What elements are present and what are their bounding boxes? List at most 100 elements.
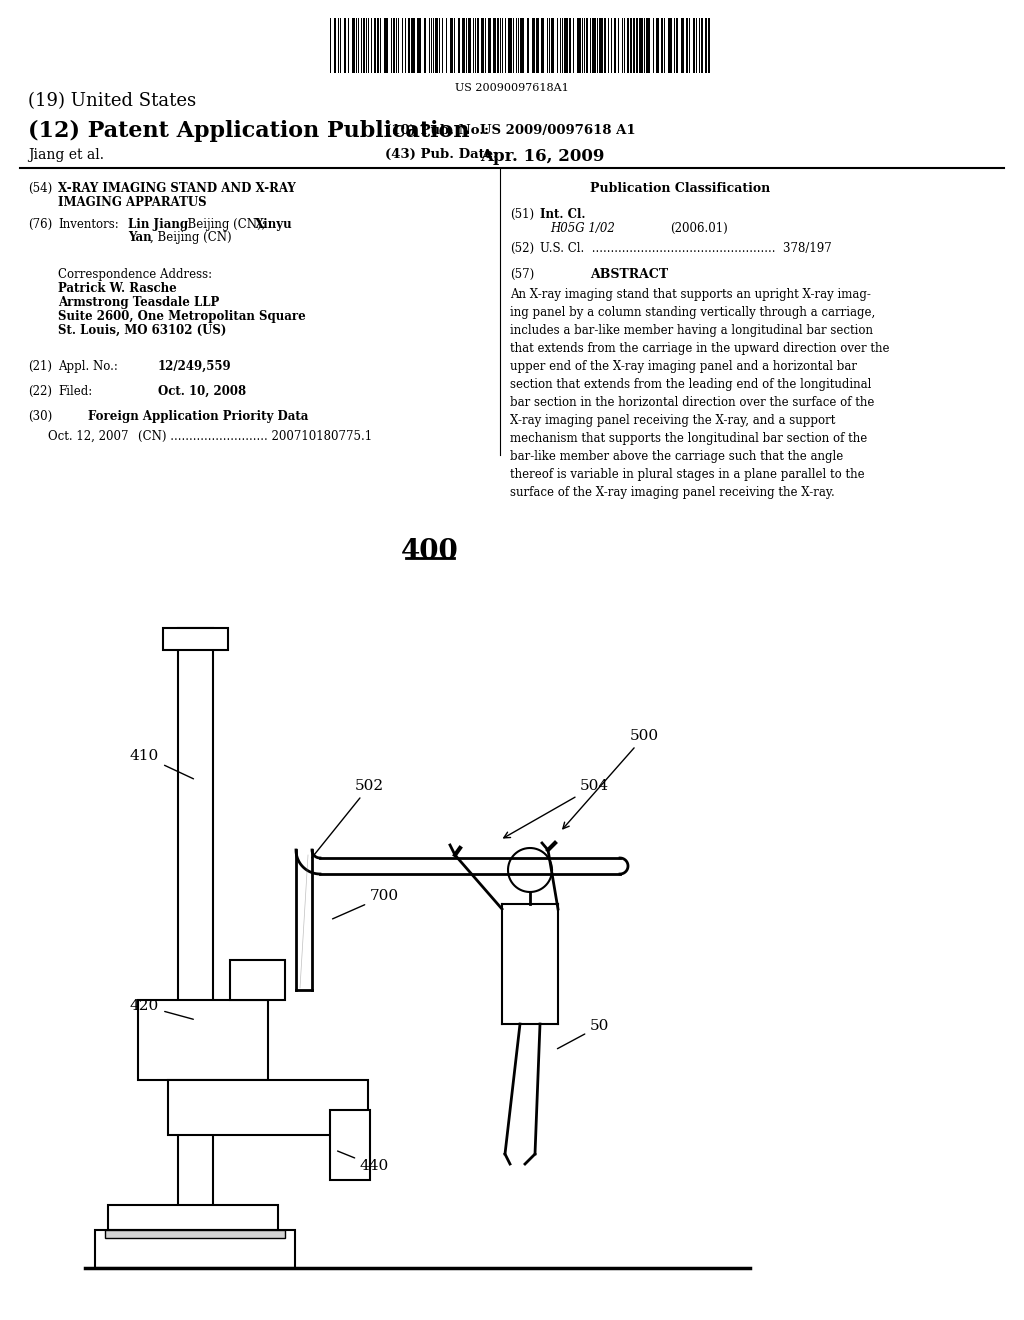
Text: 12/249,559: 12/249,559 [158, 360, 231, 374]
Bar [334, 18, 336, 73]
Bar [95, 1230, 295, 1269]
Bar [686, 18, 688, 73]
Text: 504: 504 [504, 779, 609, 838]
Text: Patrick W. Rasche: Patrick W. Rasche [58, 282, 177, 294]
Bar [450, 18, 453, 73]
Bar [330, 1110, 370, 1180]
Bar [352, 18, 355, 73]
Bar [481, 18, 484, 73]
Bar [508, 18, 512, 73]
Bar [468, 18, 471, 73]
Bar [163, 628, 228, 649]
Bar [362, 18, 365, 73]
Text: , Beijing (CN);: , Beijing (CN); [180, 218, 269, 231]
Bar [693, 18, 695, 73]
Text: US 20090097618A1: US 20090097618A1 [455, 83, 569, 92]
Bar [662, 18, 663, 73]
Text: (76): (76) [28, 218, 52, 231]
Text: (30): (30) [28, 411, 52, 422]
Bar [477, 18, 479, 73]
Text: 440: 440 [338, 1151, 389, 1173]
Text: Oct. 10, 2008: Oct. 10, 2008 [158, 385, 246, 399]
Text: 500: 500 [563, 729, 659, 829]
Text: (54): (54) [28, 182, 52, 195]
Bar [105, 1230, 285, 1238]
Text: 420: 420 [130, 999, 194, 1019]
Bar [668, 18, 672, 73]
Text: (57): (57) [510, 268, 535, 281]
Bar [532, 18, 535, 73]
Text: Oct. 12, 2007: Oct. 12, 2007 [48, 430, 128, 444]
Text: Inventors:: Inventors: [58, 218, 119, 231]
Text: 410: 410 [130, 748, 194, 779]
Bar [377, 18, 379, 73]
Bar [424, 18, 426, 73]
Text: (19) United States: (19) United States [28, 92, 197, 110]
Text: Suite 2600, One Metropolitan Square: Suite 2600, One Metropolitan Square [58, 310, 306, 323]
Bar [599, 18, 603, 73]
Bar [681, 18, 684, 73]
Text: U.S. Cl.  .................................................  378/197: U.S. Cl. ...............................… [540, 242, 831, 255]
Text: (10) Pub. No.:: (10) Pub. No.: [385, 124, 489, 137]
Bar [551, 18, 554, 73]
Text: , Beijing (CN): , Beijing (CN) [150, 231, 231, 244]
Bar [497, 18, 499, 73]
Bar [374, 18, 376, 73]
Text: St. Louis, MO 63102 (US): St. Louis, MO 63102 (US) [58, 323, 226, 337]
Bar [536, 18, 539, 73]
Text: An X-ray imaging stand that supports an upright X-ray imag-
ing panel by a colum: An X-ray imaging stand that supports an … [510, 288, 890, 499]
Bar [230, 960, 285, 1001]
Text: Correspondence Address:: Correspondence Address: [58, 268, 212, 281]
Bar [417, 18, 421, 73]
Text: (2006.01): (2006.01) [670, 222, 728, 235]
Bar [138, 1001, 268, 1080]
Text: Armstrong Teasdale LLP: Armstrong Teasdale LLP [58, 296, 219, 309]
Bar [178, 628, 213, 1210]
Bar [168, 1080, 368, 1135]
Text: 50: 50 [557, 1019, 609, 1048]
Bar [586, 18, 588, 73]
Text: Publication Classification: Publication Classification [590, 182, 770, 195]
Bar [527, 18, 529, 73]
Bar [569, 18, 571, 73]
Bar [493, 18, 496, 73]
Text: Foreign Application Priority Data: Foreign Application Priority Data [88, 411, 308, 422]
Text: Filed:: Filed: [58, 385, 92, 399]
Text: (43) Pub. Date:: (43) Pub. Date: [385, 148, 498, 161]
Bar [577, 18, 581, 73]
Text: Apr. 16, 2009: Apr. 16, 2009 [480, 148, 604, 165]
Bar [656, 18, 659, 73]
Text: H05G 1/02: H05G 1/02 [550, 222, 614, 235]
Bar [604, 18, 606, 73]
Text: Int. Cl.: Int. Cl. [540, 209, 586, 220]
Bar [708, 18, 710, 73]
Bar [384, 18, 388, 73]
Bar [636, 18, 638, 73]
Bar [630, 18, 632, 73]
Text: IMAGING APPARATUS: IMAGING APPARATUS [58, 195, 207, 209]
Text: (52): (52) [510, 242, 535, 255]
Text: Xinyu: Xinyu [255, 218, 293, 231]
Bar [676, 18, 678, 73]
Bar [488, 18, 490, 73]
Text: Appl. No.:: Appl. No.: [58, 360, 118, 374]
Bar [541, 18, 544, 73]
Text: Lin Jiang: Lin Jiang [128, 218, 188, 231]
Text: (51): (51) [510, 209, 535, 220]
Bar [462, 18, 465, 73]
Bar [108, 1205, 278, 1230]
Text: 700: 700 [333, 888, 399, 919]
Bar [646, 18, 650, 73]
Bar [458, 18, 460, 73]
Bar [592, 18, 596, 73]
Text: (12) Patent Application Publication: (12) Patent Application Publication [28, 120, 469, 143]
Text: (21): (21) [28, 360, 52, 374]
Bar [639, 18, 643, 73]
Bar [705, 18, 707, 73]
Text: (CN) .......................... 200710180775.1: (CN) .......................... 20071018… [138, 430, 372, 444]
Bar [408, 18, 410, 73]
Text: (22): (22) [28, 385, 52, 399]
Bar [627, 18, 629, 73]
Text: Yan: Yan [128, 231, 152, 244]
Bar [633, 18, 635, 73]
